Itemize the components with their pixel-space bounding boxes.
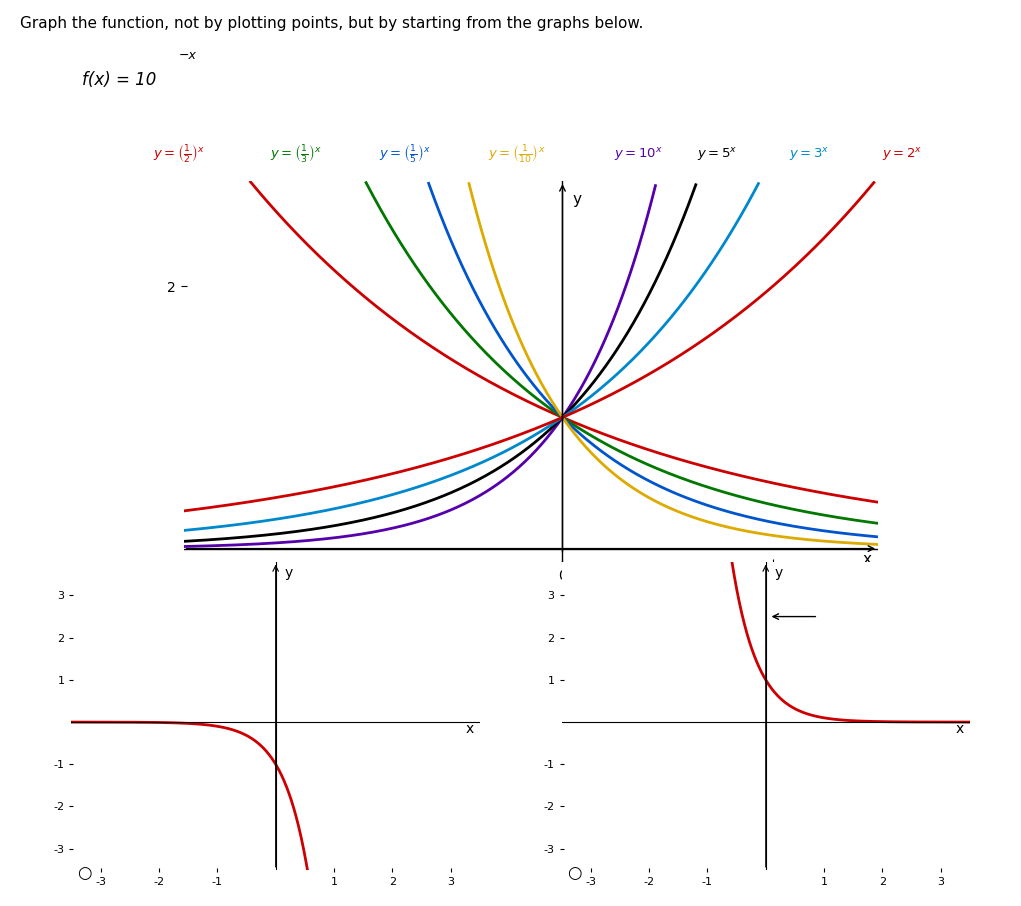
Text: $y=\left(\frac{1}{3}\right)^x$: $y=\left(\frac{1}{3}\right)^x$ <box>271 143 323 165</box>
Text: x: x <box>466 721 474 736</box>
Text: ○: ○ <box>78 864 92 882</box>
Text: y: y <box>775 566 783 580</box>
Text: $y=\left(\frac{1}{5}\right)^x$: $y=\left(\frac{1}{5}\right)^x$ <box>379 143 431 165</box>
Text: x: x <box>863 553 872 567</box>
Text: $y=\left(\frac{1}{2}\right)^x$: $y=\left(\frac{1}{2}\right)^x$ <box>153 143 205 165</box>
Text: y: y <box>285 566 293 580</box>
Text: $y=\left(\frac{1}{10}\right)^x$: $y=\left(\frac{1}{10}\right)^x$ <box>488 143 546 165</box>
Text: $y=3^x$: $y=3^x$ <box>789 146 830 162</box>
Text: $y=5^x$: $y=5^x$ <box>697 146 738 162</box>
Text: $y=2^x$: $y=2^x$ <box>881 146 922 162</box>
Text: x: x <box>956 721 964 736</box>
Text: $y=10^x$: $y=10^x$ <box>614 146 663 162</box>
Text: ○: ○ <box>568 864 582 882</box>
Text: f(x) = 10: f(x) = 10 <box>82 71 156 89</box>
Text: −x: −x <box>179 49 197 62</box>
Text: y: y <box>573 192 582 207</box>
Text: Graph the function, not by plotting points, but by starting from the graphs belo: Graph the function, not by plotting poin… <box>20 16 644 32</box>
